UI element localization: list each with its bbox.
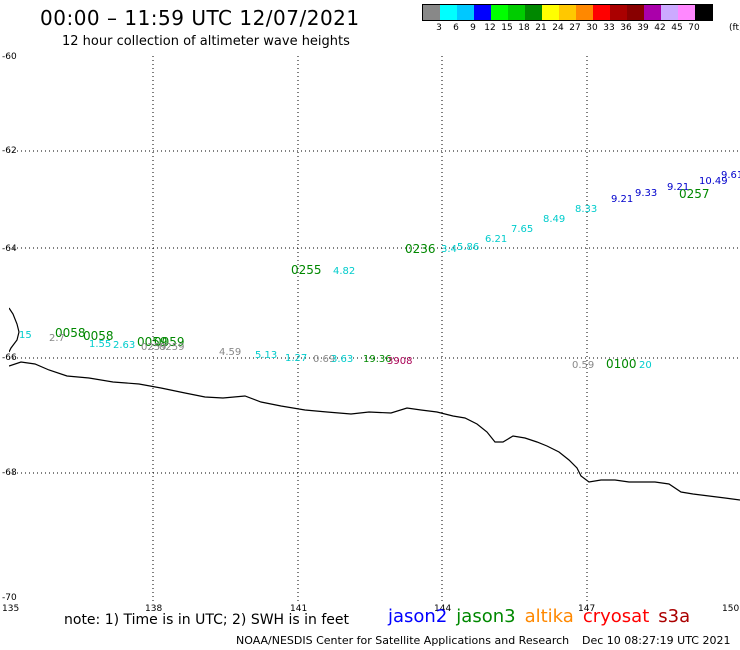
legend-swatch (627, 5, 644, 20)
wave-height-label: 2.63 (113, 340, 135, 351)
legend-swatch (559, 5, 576, 20)
legend-swatch (644, 5, 661, 20)
wave-height-label: 7.65 (511, 224, 533, 235)
wave-height-label: 3.63 (331, 354, 353, 365)
credit-line: NOAA/NESDIS Center for Satellite Applica… (236, 634, 570, 647)
wave-height-label: 5.13 (255, 350, 277, 361)
wave-height-label: 9.61 (721, 170, 740, 181)
legend-tick-label: 33 (603, 23, 615, 33)
wave-height-label: 20 (639, 360, 652, 371)
legend-tick-label: 9 (470, 23, 476, 33)
lat-label: -60 (2, 52, 17, 62)
satellite-name: cryosat (582, 606, 650, 627)
wave-height-label: 6.21 (485, 234, 507, 245)
lat-label: -64 (2, 244, 17, 254)
wave-height-label: 2.7 (49, 333, 65, 344)
legend-swatches (422, 4, 713, 21)
legend-tick-label: 36 (620, 23, 632, 33)
satellite-name: altika (524, 606, 574, 627)
legend-tick-label: 18 (518, 23, 530, 33)
legend-labels: 3 6 9 12 15 18 21 24 27 30 33 36 39 42 45 70 (422, 21, 713, 35)
lon-label: 138 (145, 604, 163, 614)
lon-label: 150 (722, 604, 740, 614)
legend-tick-label: 6 (453, 23, 459, 33)
legend-swatch (457, 5, 474, 20)
wave-height-label: 0236 (405, 242, 436, 256)
legend-unit: (ft) (729, 23, 740, 33)
wave-height-label: 0259 (159, 342, 184, 353)
wave-height-label: 8.33 (575, 204, 597, 215)
legend-swatch (491, 5, 508, 20)
wave-height-label: 9.21 (611, 194, 633, 205)
legend-swatch (678, 5, 695, 20)
legend-tick-label: 27 (569, 23, 581, 33)
legend-tick-label: 70 (688, 23, 700, 33)
satellite-name: s3a (658, 606, 691, 627)
wave-height-label: 0100 (606, 357, 637, 371)
generated-timestamp: Dec 10 08:27:19 UTC 2021 (582, 634, 731, 647)
legend-swatch (423, 5, 440, 20)
legend-tick-label: 45 (671, 23, 683, 33)
wave-height-label: 15 (19, 330, 32, 341)
wave-height-label: 3908 (387, 356, 412, 367)
antarctic-coastline (9, 361, 740, 501)
legend-swatch (661, 5, 678, 20)
legend-tick-label: 39 (637, 23, 649, 33)
wave-height-label: 0059 (154, 335, 185, 349)
wave-height-label: 0255 (291, 263, 322, 277)
page-subtitle: 12 hour collection of altimeter wave hei… (62, 34, 350, 49)
legend-tick-label: 15 (501, 23, 513, 33)
antarctic-coastline (9, 307, 20, 353)
wave-height-label: 3.4 (441, 244, 457, 255)
wave-height-label: 8.49 (543, 214, 565, 225)
lat-label: -70 (2, 593, 17, 603)
wave-height-label: 9.33 (635, 188, 657, 199)
satellite-key: jason2 jason3 altika cryosat s3a (388, 606, 699, 627)
wave-height-label: 1.55 (89, 339, 111, 350)
legend-tick-label: 21 (535, 23, 547, 33)
legend-tick-label: 24 (552, 23, 564, 33)
legend-swatch (610, 5, 627, 20)
wave-height-label: 0058 (55, 326, 86, 340)
legend-swatch (542, 5, 559, 20)
wave-height-label: 1.27 (285, 353, 307, 364)
wave-height-label: 10.49 (699, 176, 728, 187)
legend-tick-label: 42 (654, 23, 666, 33)
lon-label: 144 (434, 604, 452, 614)
wave-height-label: 0259 (141, 342, 166, 353)
lon-label: 135 (2, 604, 20, 614)
legend-swatch (440, 5, 457, 20)
legend-swatch (525, 5, 542, 20)
wave-height-label: 0257 (679, 187, 710, 201)
wave-height-label: 0059 (137, 335, 168, 349)
legend-swatch (695, 5, 712, 20)
legend-swatch (576, 5, 593, 20)
graticule (9, 56, 740, 602)
wave-height-label: 0.59 (572, 360, 594, 371)
footnote: note: 1) Time is in UTC; 2) SWH is in fe… (64, 612, 350, 628)
legend-tick-label: 3 (436, 23, 442, 33)
wave-height-label: 0058 (83, 329, 114, 343)
page-title: 00:00 – 11:59 UTC 12/07/2021 (40, 6, 360, 30)
legend-swatch (474, 5, 491, 20)
wave-height-label: 4.59 (219, 347, 241, 358)
wave-height-label: 19.36 (363, 354, 392, 365)
legend-swatch (508, 5, 525, 20)
wave-height-label: 9.21 (667, 182, 689, 193)
wave-height-label: 5.86 (457, 242, 479, 253)
wave-height-label: 0.69 (313, 354, 335, 365)
legend-tick-label: 12 (484, 23, 496, 33)
legend-swatch (593, 5, 610, 20)
lon-label: 141 (290, 604, 308, 614)
satellite-name: jason3 (456, 606, 516, 627)
lon-label: 147 (578, 604, 596, 614)
legend-tick-label: 30 (586, 23, 598, 33)
satellite-name: jason2 (388, 606, 448, 627)
wave-height-label: 4.82 (333, 266, 355, 277)
